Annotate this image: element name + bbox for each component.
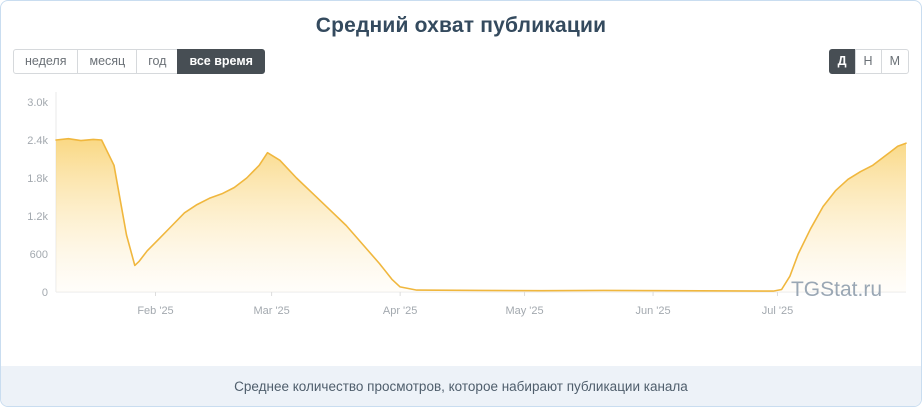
period-selector: неделя месяц год все время [13,49,265,74]
svg-text:1.8k: 1.8k [27,173,48,185]
granularity-selector: Д Н М [828,49,909,74]
granularity-button-day[interactable]: Д [828,49,856,74]
svg-text:3.0k: 3.0k [27,97,48,109]
granularity-button-week[interactable]: Н [854,49,882,74]
svg-text:Feb '25: Feb '25 [137,305,173,317]
svg-text:600: 600 [30,249,48,261]
period-button-alltime[interactable]: все время [177,49,265,74]
period-button-year[interactable]: год [136,49,179,74]
period-button-week[interactable]: неделя [13,49,79,74]
reach-area-chart: 0 600 1.2k 1.8k 2.4k 3.0k Feb '25 Mar '25 Apr '2… [27,92,907,317]
svg-text:Mar '25: Mar '25 [253,305,289,317]
chart-description-text: Среднее количество просмотров, которое н… [234,378,688,394]
svg-text:Jul '25: Jul '25 [762,305,793,317]
granularity-button-month[interactable]: М [880,49,909,74]
chart-toolbar: неделя месяц год все время Д Н М [1,40,921,74]
page-title: Средний охват публикации [315,14,607,37]
svg-text:2.4k: 2.4k [27,135,48,147]
svg-text:Jun '25: Jun '25 [636,305,671,317]
svg-text:May '25: May '25 [505,305,543,317]
chart-area: 0 600 1.2k 1.8k 2.4k 3.0k Feb '25 Mar '25 Apr '2… [8,82,914,354]
svg-text:0: 0 [42,287,48,299]
svg-text:1.2k: 1.2k [27,211,48,223]
svg-text:Apr '25: Apr '25 [383,305,418,317]
chart-description-bar: Среднее количество просмотров, которое н… [1,366,921,406]
period-button-month[interactable]: месяц [77,49,138,74]
